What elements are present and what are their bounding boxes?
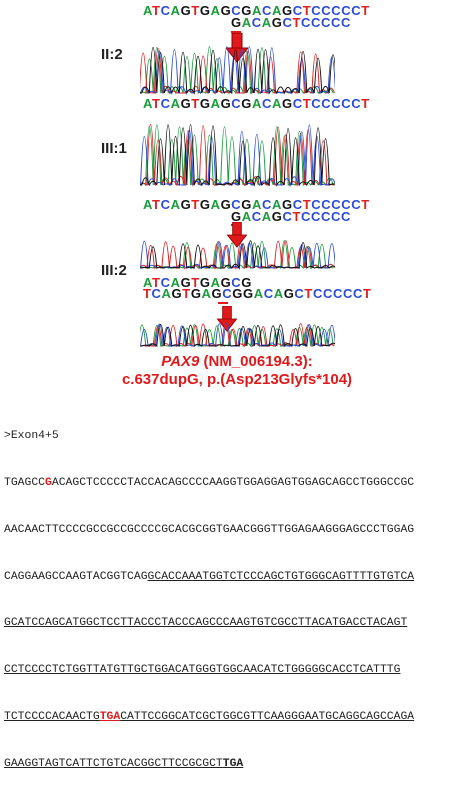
trace-line-0 xyxy=(140,124,334,187)
trace-line-3 xyxy=(140,124,335,187)
trace-line-2 xyxy=(140,240,335,270)
panel1-insertion-underline xyxy=(231,31,241,33)
exon-line-6: TCTCCCCACAACTGTGACATTCCGGCATCGCTGGCGTTCA… xyxy=(4,710,415,723)
panel3-label: III:2 xyxy=(101,262,127,279)
trace-line-3 xyxy=(140,323,335,348)
exon-sequence-block: >Exon4+5 TGAGCCGACAGCTCCCCCTACCACAGCCCCA… xyxy=(4,398,414,788)
panel1-seq-bottom: GACAGCTCCCCC xyxy=(231,15,351,30)
variant-caption-line1: PAX9 (NM_006194.3): xyxy=(0,353,474,370)
gene-name: PAX9 xyxy=(161,353,200,370)
panel3-chromatogram xyxy=(140,240,335,270)
panel1-seq-top: ATCAGTGAGCGACAGCTCCCCCT xyxy=(143,3,370,18)
panel1-label: II:2 xyxy=(101,46,123,63)
exon-header: >Exon4+5 xyxy=(4,430,59,443)
panel3-arrow-icon xyxy=(226,222,248,248)
panel3b-insertion-underline xyxy=(218,302,228,304)
exon-line-1: TGAGCCGACAGCTCCCCCTACCACAGCCCCAAGGTGGAGG… xyxy=(4,476,415,489)
trace-line-2 xyxy=(140,124,335,187)
panel2-label: III:1 xyxy=(101,140,127,157)
exon-line-2: AACAACTTCCCCGCCGCCGCCCCGCACGCGGTGAACGGGT… xyxy=(4,523,415,536)
panel2-chromatogram xyxy=(140,124,335,187)
panel3-seq-third: ATCAGTGAGCG xyxy=(143,275,252,290)
trace-line-3 xyxy=(140,46,335,95)
accession: (NM_006194.3): xyxy=(199,353,313,370)
panel1-chromatogram xyxy=(140,46,335,95)
panel3-seq-fourth: TCAGTGAGCGGACAGCTCCCCCT xyxy=(143,286,372,301)
exon-line-3: CAGGAAGCCAAGTACGGTCAGGCACCAAATGGTCTCCCAG… xyxy=(4,570,415,583)
variant-caption-line2: c.637dupG, p.(Asp213Glyfs*104) xyxy=(121,371,353,388)
panel3-seq-bottom: GACAGCTCCCCC xyxy=(231,209,351,224)
exon-line-7: GAAGGTAGTCATTCTGTCACGGCTTCCGCGCTTGA xyxy=(4,757,244,770)
panel2-seq-top: ATCAGTGAGCGACAGCTCCCCCT xyxy=(143,96,370,111)
exon-line-5: CCTCCCCTCTGGTTATGTTGCTGGACATGGGTGGCAACAT… xyxy=(4,664,401,677)
panel3b-chromatogram xyxy=(140,322,335,348)
panel3-seq-top: ATCAGTGAGCGACAGCTCCCCCT xyxy=(143,197,370,212)
trace-line-3 xyxy=(140,240,335,270)
trace-line-1 xyxy=(140,124,335,187)
exon-line-4: GCATCCAGCATGGCTCCTTACCCTACCCAGCCCAAGTGTC… xyxy=(4,617,408,630)
